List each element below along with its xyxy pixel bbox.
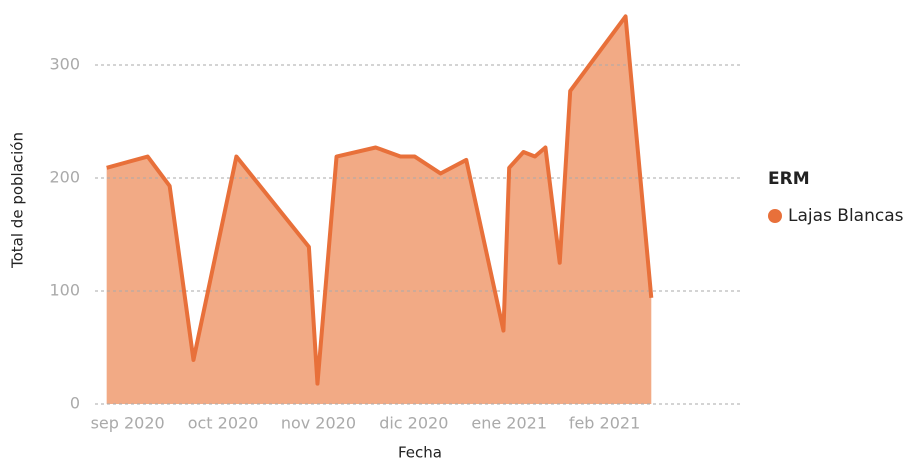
y-tick-label: 300	[49, 55, 80, 74]
x-tick-label: dic 2020	[379, 414, 448, 433]
legend-label: Lajas Blancas	[788, 206, 904, 226]
legend-title: ERM	[768, 169, 810, 189]
x-tick-label: ene 2021	[471, 414, 547, 433]
y-tick-label: 200	[49, 168, 80, 187]
x-tick-label: nov 2020	[281, 414, 356, 433]
y-tick-label: 100	[49, 281, 80, 300]
x-axis-label: Fecha	[398, 444, 442, 462]
area	[106, 16, 652, 404]
legend-marker	[768, 209, 782, 223]
x-tick-label: feb 2021	[569, 414, 640, 433]
y-tick-label: 0	[70, 394, 80, 413]
x-tick-label: sep 2020	[91, 414, 165, 433]
y-axis-label: Total de población	[9, 132, 27, 269]
line	[106, 14, 654, 386]
x-tick-label: oct 2020	[188, 414, 259, 433]
